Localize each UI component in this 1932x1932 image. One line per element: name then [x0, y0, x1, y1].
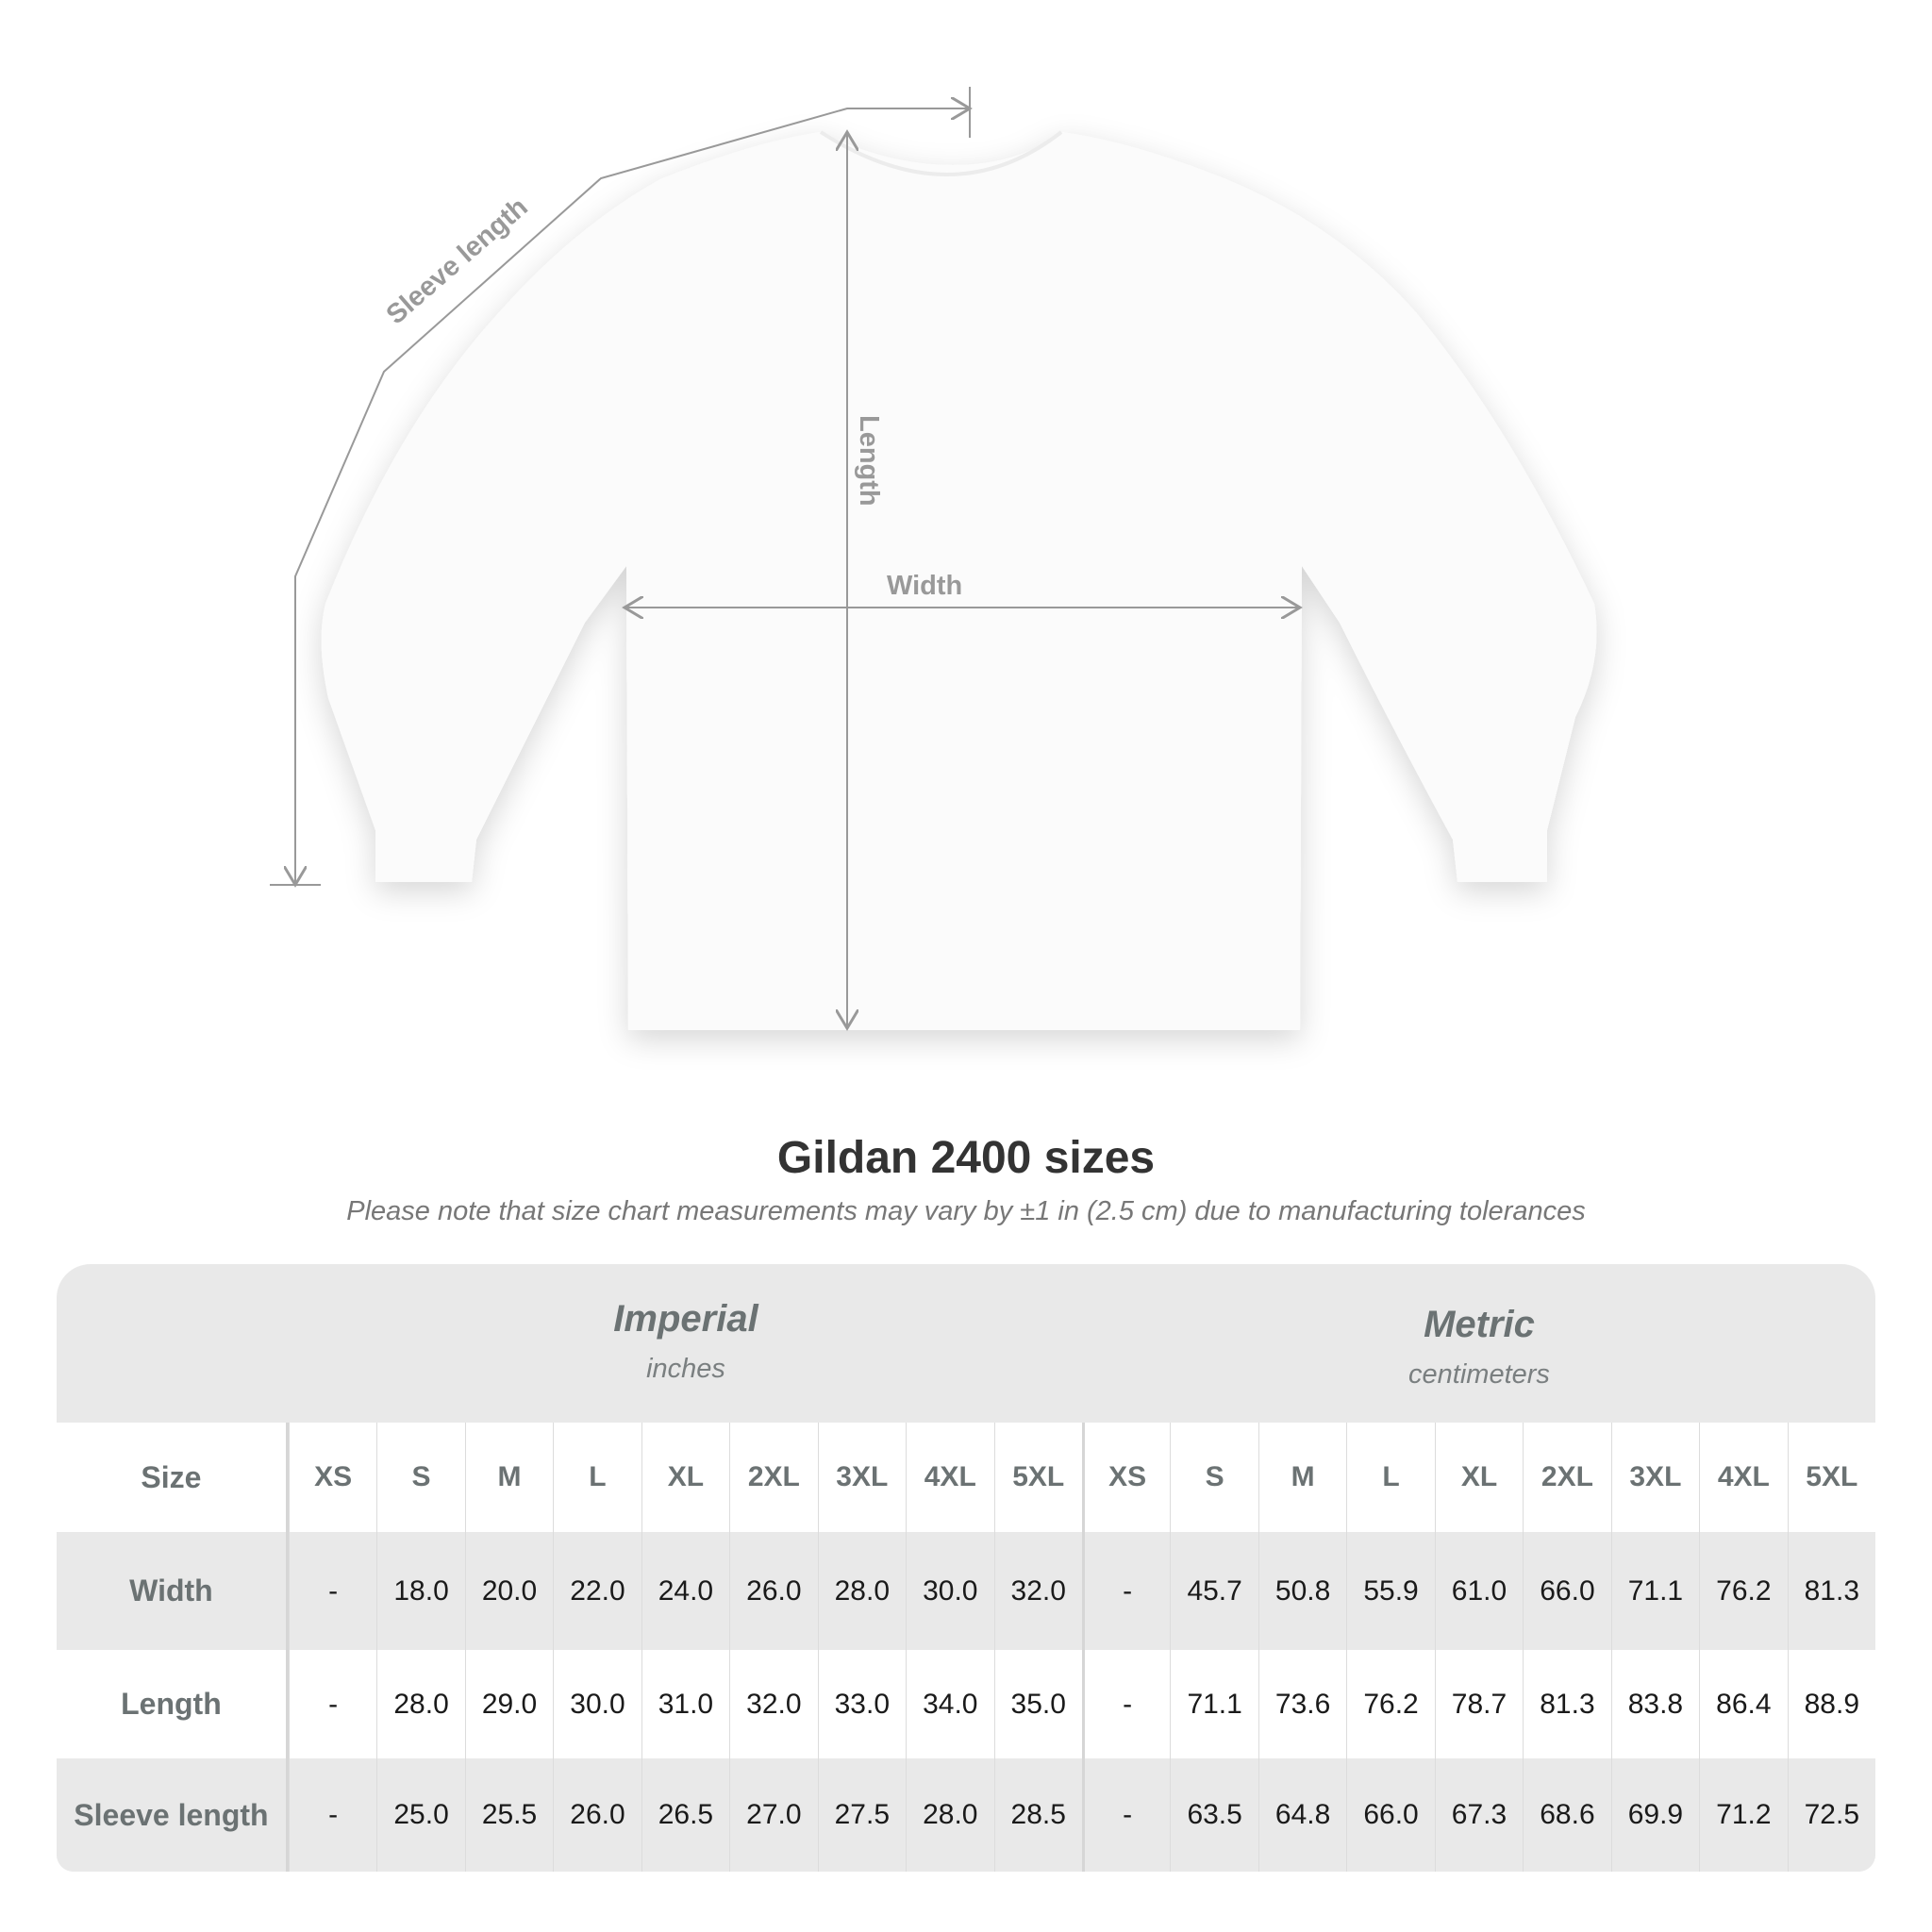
imperial-cell: 26.5 [641, 1758, 729, 1872]
imperial-cell: 24.0 [641, 1532, 729, 1650]
table-row: Length -28.0 29.0 30.0 31.0 32.0 33.0 34.0 35.0-… [57, 1650, 1875, 1758]
sleeve-length-line [295, 108, 970, 885]
metric-cell: - [1081, 1532, 1170, 1650]
imperial-cell: - [288, 1650, 376, 1758]
imperial-header: Imperial inches [289, 1298, 1083, 1385]
imperial-cell: 29.0 [464, 1650, 553, 1758]
imperial-cell: 35.0 [993, 1650, 1082, 1758]
metric-cell: 71.1 [1170, 1650, 1257, 1758]
imperial-cell: 18.0 [376, 1532, 464, 1650]
imperial-cell: - [288, 1758, 376, 1872]
metric-cell: 71.1 [1610, 1532, 1699, 1650]
metric-cell: 61.0 [1434, 1532, 1523, 1650]
imperial-cell: 32.0 [729, 1650, 817, 1758]
imperial-cell: 4XL [906, 1423, 993, 1532]
metric-cell: XS [1081, 1423, 1170, 1532]
imperial-cell: - [288, 1532, 376, 1650]
metric-cell: 76.2 [1699, 1532, 1787, 1650]
metric-cell: 3XL [1610, 1423, 1699, 1532]
imperial-cell: 27.5 [817, 1758, 906, 1872]
metric-unit: centimeters [1408, 1359, 1550, 1390]
imperial-title: Imperial [613, 1298, 758, 1340]
imperial-cell: 30.0 [553, 1650, 641, 1758]
metric-cell: 55.9 [1346, 1532, 1434, 1650]
imperial-cell: 5XL [993, 1423, 1082, 1532]
imperial-cell: 32.0 [993, 1532, 1082, 1650]
imperial-cell: 28.0 [817, 1532, 906, 1650]
row-label: Length [57, 1650, 289, 1758]
table-row: Sleeve length -25.0 25.5 26.0 26.5 27.0 27.5 28… [57, 1758, 1875, 1872]
metric-cell: S [1170, 1423, 1257, 1532]
metric-cell: 73.6 [1257, 1650, 1346, 1758]
metric-cell: 2XL [1523, 1423, 1610, 1532]
table-row: Width -18.0 20.0 22.0 24.0 26.0 28.0 30.0 32.0-4… [57, 1532, 1875, 1650]
imperial-cell: 26.0 [553, 1758, 641, 1872]
metric-cell: 4XL [1699, 1423, 1787, 1532]
metric-cell: 64.8 [1257, 1758, 1346, 1872]
metric-cell: 66.0 [1523, 1532, 1610, 1650]
metric-cell: 71.2 [1699, 1758, 1787, 1872]
metric-cell: 45.7 [1170, 1532, 1257, 1650]
metric-cell: 66.0 [1346, 1758, 1434, 1872]
imperial-cell: 22.0 [553, 1532, 641, 1650]
metric-cell: L [1346, 1423, 1434, 1532]
imperial-cell: 3XL [817, 1423, 906, 1532]
imperial-cell: 27.0 [729, 1758, 817, 1872]
metric-cell: 63.5 [1170, 1758, 1257, 1872]
page-title: Gildan 2400 sizes [776, 1133, 1156, 1183]
length-label: Length [854, 415, 884, 507]
row-label: Size [57, 1423, 289, 1532]
size-header-row: Size XS S M L XL 2XL 3XL 4XL 5XL XS S M L XL 2XL 3XL 4XL 5… [57, 1423, 1875, 1532]
imperial-cell: 28.0 [376, 1650, 464, 1758]
row-label: Width [57, 1532, 289, 1650]
imperial-cell: 30.0 [906, 1532, 993, 1650]
imperial-cell: L [553, 1423, 641, 1532]
imperial-cell: 31.0 [641, 1650, 729, 1758]
metric-cell: 68.6 [1523, 1758, 1610, 1872]
imperial-cell: 20.0 [464, 1532, 553, 1650]
imperial-cell: S [376, 1423, 464, 1532]
metric-cell: 83.8 [1610, 1650, 1699, 1758]
metric-cell: 86.4 [1699, 1650, 1787, 1758]
size-table: Imperial inches Metric centimeters Size X… [57, 1264, 1875, 1872]
imperial-cell: 28.5 [993, 1758, 1082, 1872]
metric-cell: 81.3 [1523, 1650, 1610, 1758]
metric-cell: 76.2 [1346, 1650, 1434, 1758]
imperial-cell: 34.0 [906, 1650, 993, 1758]
imperial-cell: XL [641, 1423, 729, 1532]
imperial-cell: 25.5 [464, 1758, 553, 1872]
imperial-cell: 25.0 [376, 1758, 464, 1872]
metric-cell: 67.3 [1434, 1758, 1523, 1872]
metric-cell: - [1081, 1650, 1170, 1758]
imperial-cell: M [464, 1423, 553, 1532]
metric-cell: 69.9 [1610, 1758, 1699, 1872]
shirt-measurement-diagram: Sleeve length Length Width [270, 87, 1597, 1094]
metric-header: Metric centimeters [1083, 1304, 1875, 1391]
metric-cell: 88.9 [1787, 1650, 1875, 1758]
metric-cell: 81.3 [1787, 1532, 1875, 1650]
tolerance-note: Please note that size chart measurements… [346, 1196, 1586, 1226]
row-label: Sleeve length [57, 1758, 289, 1872]
width-label: Width [887, 571, 962, 601]
imperial-cell: XS [288, 1423, 376, 1532]
metric-cell: 50.8 [1257, 1532, 1346, 1650]
metric-cell: 78.7 [1434, 1650, 1523, 1758]
metric-cell: 72.5 [1787, 1758, 1875, 1872]
imperial-cell: 33.0 [817, 1650, 906, 1758]
imperial-cell: 2XL [729, 1423, 817, 1532]
metric-cell: XL [1434, 1423, 1523, 1532]
imperial-unit: inches [646, 1354, 725, 1384]
metric-cell: M [1257, 1423, 1346, 1532]
metric-title: Metric [1424, 1304, 1535, 1345]
imperial-cell: 28.0 [906, 1758, 993, 1872]
metric-cell: - [1081, 1758, 1170, 1872]
metric-cell: 5XL [1787, 1423, 1875, 1532]
imperial-cell: 26.0 [729, 1532, 817, 1650]
